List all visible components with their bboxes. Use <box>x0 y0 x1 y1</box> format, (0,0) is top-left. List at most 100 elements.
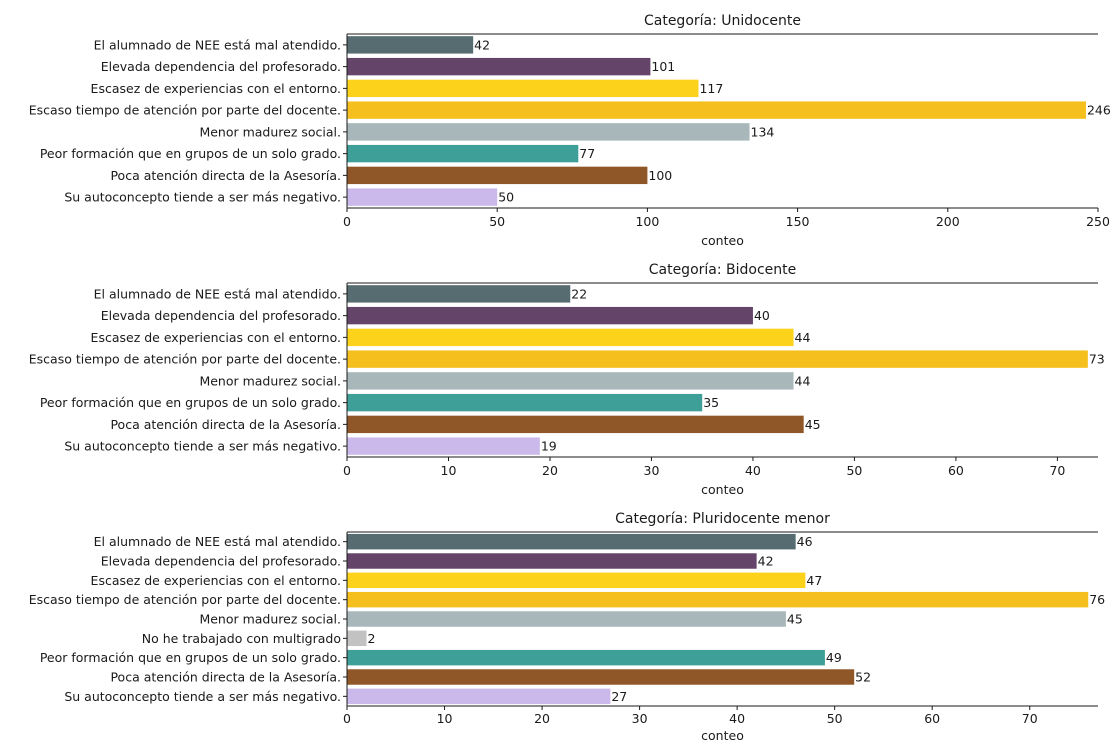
bar <box>347 591 1089 608</box>
x-tick-label: 60 <box>924 711 940 726</box>
category-label: Su autoconcepto tiende a ser más negativ… <box>64 689 341 704</box>
category-label: Escaso tiempo de atención por parte del … <box>29 352 341 367</box>
bar <box>347 572 806 589</box>
bar <box>347 553 757 569</box>
value-label: 46 <box>797 534 813 549</box>
category-label: Poca atención directa de la Asesoría. <box>110 670 341 685</box>
value-label: 27 <box>611 689 627 704</box>
x-tick-label: 30 <box>644 463 660 478</box>
bar <box>347 285 571 303</box>
value-label: 47 <box>806 573 822 588</box>
x-tick-label: 250 <box>1086 214 1110 229</box>
x-tick-label: 150 <box>786 214 810 229</box>
bar <box>347 188 498 206</box>
category-label: Escaso tiempo de atención por parte del … <box>29 592 341 607</box>
x-tick-label: 20 <box>534 711 550 726</box>
category-label: Poca atención directa de la Asesoría. <box>110 168 341 183</box>
value-label: 44 <box>795 330 811 345</box>
category-label: Elevada dependencia del profesorado. <box>101 308 341 323</box>
bar <box>347 669 855 685</box>
value-label: 22 <box>571 286 587 301</box>
x-tick-label: 50 <box>489 214 505 229</box>
x-tick-label: 20 <box>542 463 558 478</box>
x-axis-label: conteo <box>701 482 744 497</box>
category-label: No he trabajado con multigrado <box>142 631 341 646</box>
x-axis-label: conteo <box>701 233 744 248</box>
value-label: 100 <box>648 168 672 183</box>
category-label: Peor formación que en grupos de un solo … <box>40 146 341 161</box>
category-label: Escasez de experiencias con el entorno. <box>91 81 341 96</box>
value-label: 42 <box>758 554 774 569</box>
x-tick-label: 50 <box>846 463 862 478</box>
x-tick-label: 40 <box>729 711 745 726</box>
bar <box>347 372 794 390</box>
category-label: Escasez de experiencias con el entorno. <box>91 573 341 588</box>
value-label: 49 <box>826 650 842 665</box>
value-label: 76 <box>1089 592 1105 607</box>
bar <box>347 166 648 185</box>
x-tick-label: 10 <box>437 711 453 726</box>
x-tick-label: 0 <box>343 214 351 229</box>
value-label: 134 <box>751 124 775 139</box>
value-label: 73 <box>1089 352 1105 367</box>
category-label: Peor formación que en grupos de un solo … <box>40 395 341 410</box>
x-tick-label: 50 <box>827 711 843 726</box>
value-label: 19 <box>541 439 557 454</box>
value-label: 42 <box>474 37 490 52</box>
category-label: Elevada dependencia del profesorado. <box>101 554 341 569</box>
bar <box>347 415 804 434</box>
x-tick-label: 100 <box>635 214 659 229</box>
value-label: 101 <box>651 59 675 74</box>
x-tick-label: 30 <box>632 711 648 726</box>
panel-title: Categoría: Unidocente <box>644 13 801 29</box>
category-label: Peor formación que en grupos de un solo … <box>40 650 341 665</box>
bar <box>347 101 1086 119</box>
x-axis-label: conteo <box>701 728 744 742</box>
bar <box>347 123 750 141</box>
x-tick-label: 60 <box>948 463 964 478</box>
bar <box>347 79 699 98</box>
bar <box>347 36 474 54</box>
value-label: 45 <box>787 612 803 627</box>
category-label: El alumnado de NEE está mal atendido. <box>94 534 341 549</box>
value-label: 35 <box>703 395 719 410</box>
value-label: 44 <box>795 373 811 388</box>
panel-title: Categoría: Bidocente <box>649 262 797 278</box>
x-tick-label: 10 <box>441 463 457 478</box>
category-label: El alumnado de NEE está mal atendido. <box>94 286 341 301</box>
bar <box>347 630 367 647</box>
bar <box>347 144 579 163</box>
value-label: 117 <box>699 81 723 96</box>
x-tick-label: 0 <box>343 463 351 478</box>
value-label: 45 <box>805 417 821 432</box>
bar <box>347 437 540 455</box>
bar <box>347 393 703 412</box>
category-label: Poca atención directa de la Asesoría. <box>110 417 341 432</box>
bar <box>347 649 825 666</box>
category-label: Escaso tiempo de atención por parte del … <box>29 103 341 118</box>
x-tick-label: 200 <box>936 214 960 229</box>
value-label: 40 <box>754 308 770 323</box>
category-label: Escasez de experiencias con el entorno. <box>91 330 341 345</box>
x-tick-label: 0 <box>343 711 351 726</box>
category-label: Menor madurez social. <box>199 373 341 388</box>
category-label: Elevada dependencia del profesorado. <box>101 59 341 74</box>
bar <box>347 306 753 325</box>
x-tick-label: 70 <box>1049 463 1065 478</box>
bar <box>347 328 794 347</box>
category-label: El alumnado de NEE está mal atendido. <box>94 37 341 52</box>
value-label: 52 <box>855 670 871 685</box>
value-label: 2 <box>368 631 376 646</box>
category-label: Menor madurez social. <box>199 124 341 139</box>
category-label: Menor madurez social. <box>199 612 341 627</box>
x-tick-label: 70 <box>1022 711 1038 726</box>
bar <box>347 533 796 550</box>
category-label: Su autoconcepto tiende a ser más negativ… <box>64 190 341 205</box>
bar <box>347 688 611 705</box>
value-label: 246 <box>1087 103 1110 118</box>
x-tick-label: 40 <box>745 463 761 478</box>
bar <box>347 57 651 76</box>
value-label: 77 <box>579 146 595 161</box>
panel-title: Categoría: Pluridocente menor <box>615 511 830 527</box>
